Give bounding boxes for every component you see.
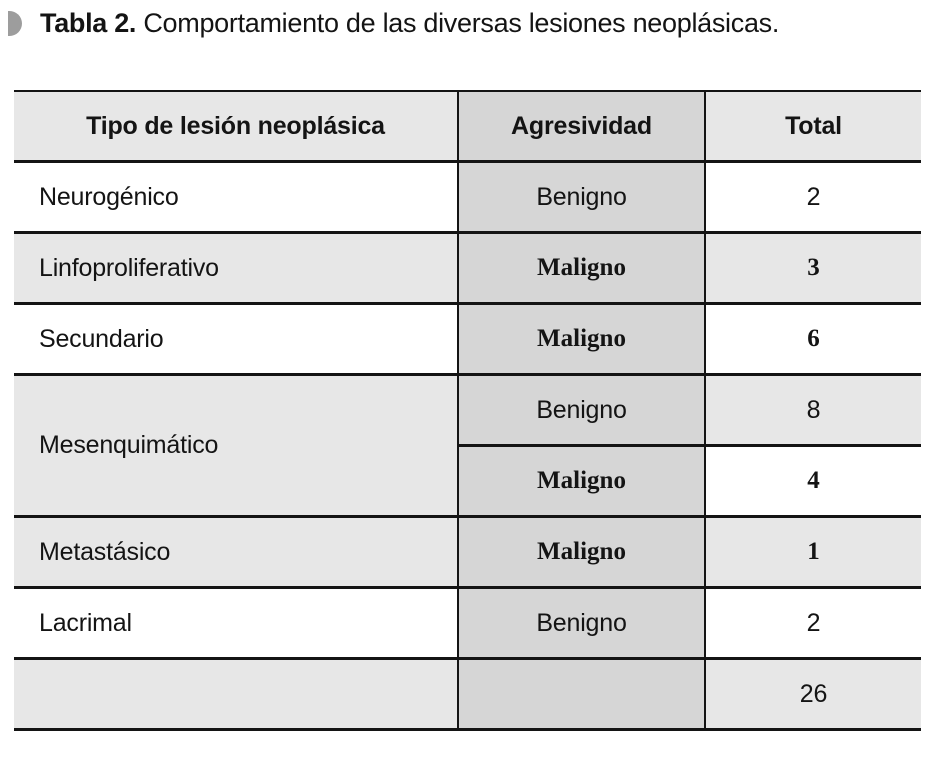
cell-agresividad: Benigno bbox=[457, 587, 705, 660]
table-title: Tabla 2. Comportamiento de las diversas … bbox=[40, 8, 779, 39]
table-title-text: Comportamiento de las diversas lesiones … bbox=[136, 8, 780, 38]
table-title-number: Tabla 2. bbox=[40, 8, 137, 38]
cell-tipo-empty bbox=[14, 658, 458, 731]
column-header-total: Total bbox=[704, 91, 921, 163]
cell-agresividad: Benigno bbox=[457, 161, 705, 234]
column-header-tipo: Tipo de lesión neoplásica bbox=[14, 91, 458, 163]
neoplastic-lesions-table: Tipo de lesión neoplásica Agresividad To… bbox=[14, 90, 921, 731]
table-row-linfoproliferativo: Linfoproliferativo Maligno 3 bbox=[14, 232, 921, 305]
column-header-agresividad: Agresividad bbox=[457, 91, 705, 163]
table-row-metastasico: Metastásico Maligno 1 bbox=[14, 516, 921, 589]
cell-total: 2 bbox=[704, 161, 921, 234]
table-row-mesenquimatico-maligno: Maligno 4 bbox=[14, 445, 921, 518]
cell-agresividad: Maligno bbox=[457, 445, 705, 518]
cell-total: 6 bbox=[704, 303, 921, 376]
table-row-mesenquimatico-benigno: Mesenquimático Benigno 8 bbox=[14, 374, 921, 518]
cell-agresividad: Benigno bbox=[457, 374, 705, 447]
cell-tipo: Neurogénico bbox=[14, 161, 458, 234]
cell-tipo-merged: Mesenquimático bbox=[14, 374, 458, 518]
cell-total: 1 bbox=[704, 516, 921, 589]
cell-tipo: Linfoproliferativo bbox=[14, 232, 458, 305]
cell-tipo: Lacrimal bbox=[14, 587, 458, 660]
table-row-grand-total: 26 bbox=[14, 658, 921, 731]
cell-total: 3 bbox=[704, 232, 921, 305]
half-circle-bullet-icon bbox=[8, 11, 22, 36]
cell-tipo: Secundario bbox=[14, 303, 458, 376]
cell-total: 2 bbox=[704, 587, 921, 660]
cell-total: 8 bbox=[704, 374, 921, 447]
table-caption: Tabla 2. Comportamiento de las diversas … bbox=[8, 8, 779, 39]
table-row-lacrimal: Lacrimal Benigno 2 bbox=[14, 587, 921, 660]
table-row-secundario: Secundario Maligno 6 bbox=[14, 303, 921, 376]
header-row: Tipo de lesión neoplásica Agresividad To… bbox=[14, 91, 921, 163]
cell-agresividad: Maligno bbox=[457, 516, 705, 589]
cell-agresividad: Maligno bbox=[457, 303, 705, 376]
cell-tipo: Metastásico bbox=[14, 516, 458, 589]
grand-total-cell: 26 bbox=[704, 658, 921, 731]
table-row-neurogenico: Neurogénico Benigno 2 bbox=[14, 161, 921, 234]
cell-total: 4 bbox=[704, 445, 921, 518]
cell-agresividad: Maligno bbox=[457, 232, 705, 305]
cell-agresividad-empty bbox=[457, 658, 705, 731]
